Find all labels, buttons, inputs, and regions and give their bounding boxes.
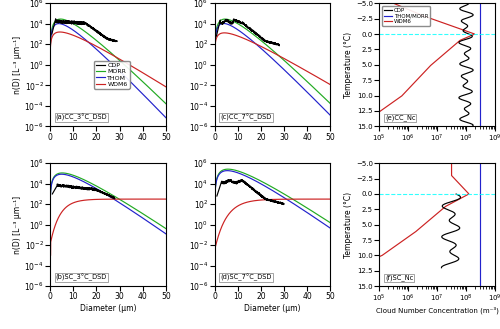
Text: (d)SC_7°C_DSD: (d)SC_7°C_DSD [220,274,272,281]
Y-axis label: Temperature (°C): Temperature (°C) [344,32,353,98]
Y-axis label: n(D) [L⁻³ μm⁻¹]: n(D) [L⁻³ μm⁻¹] [12,196,22,254]
Legend: CDP, MORR, THOM, WDM6: CDP, MORR, THOM, WDM6 [94,61,130,89]
Text: (f)SC_Nc: (f)SC_Nc [385,275,413,281]
Y-axis label: Temperature (°C): Temperature (°C) [344,192,353,258]
X-axis label: Cloud Number Concentration (m⁻³): Cloud Number Concentration (m⁻³) [376,307,498,314]
Text: (a)CC_3°C_DSD: (a)CC_3°C_DSD [56,114,108,121]
Y-axis label: n(D) [L⁻³ μm⁻¹]: n(D) [L⁻³ μm⁻¹] [12,36,22,94]
Legend: CDP, THOM/MORR, WDM6: CDP, THOM/MORR, WDM6 [382,6,430,26]
Text: (c)CC_7°C_DSD: (c)CC_7°C_DSD [220,114,272,121]
X-axis label: Diameter (μm): Diameter (μm) [80,304,136,313]
X-axis label: Diameter (μm): Diameter (μm) [244,304,301,313]
Text: (e)CC_Nc: (e)CC_Nc [385,114,416,121]
Text: (b)SC_3°C_DSD: (b)SC_3°C_DSD [56,274,107,281]
